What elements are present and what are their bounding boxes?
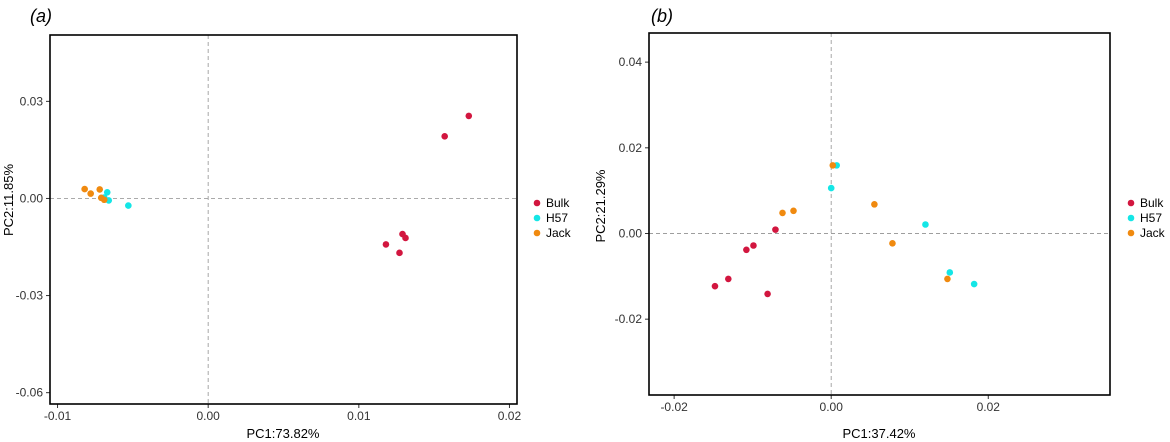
panel-a-legend: Bulk H57 Jack <box>533 196 572 240</box>
panel-a-plot-frame <box>49 34 518 405</box>
point-b-h57-4 <box>946 269 954 276</box>
legend-b-h57-swatch <box>1127 214 1135 222</box>
panel-a: (a) PC1:73.82% PC2:11.85% -0.01 0.00 0.01 0… <box>1 6 572 441</box>
point-b-h57-3 <box>922 221 929 228</box>
legend-a-bulk-label: Bulk <box>546 196 570 210</box>
point-a-jack-2 <box>96 186 104 193</box>
panel-b-label: (b) <box>651 6 673 26</box>
panel-b-ellipses <box>511 34 1170 396</box>
legend-b-jack-label: Jack <box>1140 226 1166 240</box>
x-tick-label-a-1: -0.01 <box>44 409 72 423</box>
x-tick-label-b-2: 0.00 <box>820 400 844 414</box>
point-b-jack-4 <box>871 201 878 208</box>
y-tick-label-b-2: 0.02 <box>619 141 643 155</box>
point-b-bulk-2 <box>725 275 732 283</box>
point-b-jack-1 <box>779 209 786 217</box>
panel-b-plot-frame <box>648 32 1111 396</box>
panel-b-y-axis-title: PC2:21.29% <box>593 169 608 242</box>
point-a-bulk-2 <box>441 133 448 140</box>
legend-b-jack-swatch <box>1127 229 1135 237</box>
point-b-jack-3 <box>829 162 837 169</box>
point-b-bulk-3 <box>743 246 750 254</box>
point-b-jack-6 <box>944 275 951 283</box>
point-b-jack-2 <box>790 207 797 215</box>
point-b-jack-5 <box>889 240 896 247</box>
panel-b-x-axis-title: PC1:37.42% <box>843 426 916 441</box>
point-a-jack-5 <box>100 196 108 204</box>
panel-a-label: (a) <box>30 6 52 26</box>
legend-a-h57-label: H57 <box>546 211 568 225</box>
y-tick-label-b-4: -0.02 <box>615 312 643 326</box>
x-tick-label-b-3: 0.02 <box>977 400 1001 414</box>
point-b-bulk-1 <box>711 282 719 290</box>
legend-a-jack-swatch <box>533 229 541 237</box>
panel-a-zero-lines <box>50 35 517 404</box>
x-tick-label-a-4: 0.02 <box>498 409 522 423</box>
y-tick-label-b-1: 0.04 <box>619 55 643 69</box>
point-a-h57-1 <box>103 189 111 196</box>
panel-a-y-axis-title: PC2:11.85% <box>1 164 16 236</box>
x-tick-label-b-1: -0.02 <box>660 400 688 414</box>
panel-a-points <box>81 112 473 257</box>
point-a-jack-1 <box>81 185 88 193</box>
x-tick-label-a-2: 0.00 <box>196 409 220 423</box>
point-a-bulk-5 <box>382 241 390 248</box>
legend-b-bulk-swatch <box>1127 199 1135 207</box>
point-b-h57-5 <box>970 280 978 288</box>
point-a-jack-3 <box>87 190 94 197</box>
panel-b-zero-lines <box>649 33 1110 395</box>
point-b-bulk-4 <box>750 242 757 249</box>
point-b-h57-2 <box>827 184 835 192</box>
y-tick-label-b-3: 0.00 <box>619 226 643 240</box>
legend-a-h57-swatch <box>533 214 541 222</box>
point-a-bulk-4 <box>402 234 409 242</box>
point-b-bulk-6 <box>764 290 771 298</box>
x-tick-label-a-3: 0.01 <box>347 409 371 423</box>
legend-b-h57-label: H57 <box>1140 211 1162 225</box>
legend-a-jack-label: Jack <box>546 226 572 240</box>
point-a-bulk-6 <box>396 249 403 257</box>
panel-a-x-axis-title: PC1:73.82% <box>247 426 320 441</box>
ellipse-b-h57 <box>511 34 1170 396</box>
panel-b-legend: Bulk H57 Jack <box>1127 196 1166 240</box>
point-b-bulk-5 <box>772 226 779 233</box>
ellipse-b-bulk <box>640 192 859 327</box>
legend-a-bulk-swatch <box>533 199 541 207</box>
y-tick-label-a-1: 0.03 <box>20 94 44 108</box>
panel-a-ticks: -0.01 0.00 0.01 0.02 0.03 0.00 -0.03 -0.06 <box>16 94 522 423</box>
point-a-bulk-1 <box>465 112 473 120</box>
point-a-h57-3 <box>125 202 132 209</box>
y-tick-label-a-3: -0.03 <box>16 289 44 303</box>
y-tick-label-a-2: 0.00 <box>20 191 44 205</box>
ellipse-b-jack <box>588 69 1163 365</box>
legend-b-bulk-label: Bulk <box>1140 196 1164 210</box>
panel-b-ticks: -0.02 0.00 0.02 0.04 0.02 0.00 -0.02 <box>615 55 1001 414</box>
panel-b-points <box>711 162 978 298</box>
panel-b: (b) PC1:37.42% PC2:21.29% -0.02 0.00 0.02 0… <box>511 6 1170 441</box>
y-tick-label-a-4: -0.06 <box>16 386 44 400</box>
